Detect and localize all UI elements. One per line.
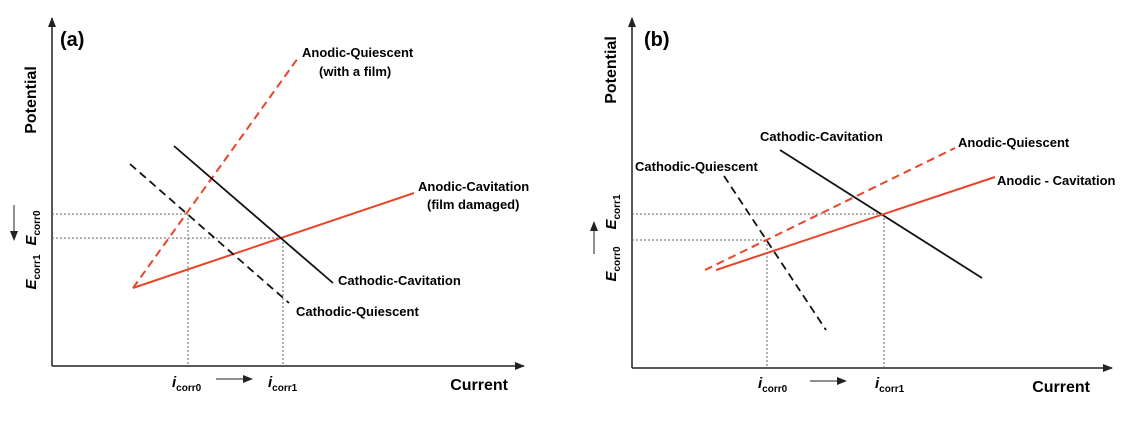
- panel-a-cathodic-quiescent-label: Cathodic-Quiescent: [296, 304, 419, 319]
- panel-b-label: (b): [644, 29, 670, 51]
- panel-a: (a) Potential Current Anodic-Quiescent (…: [10, 17, 529, 394]
- panel-a-x-axis-label: Current: [450, 377, 508, 394]
- panel-a-anodic-cavitation-label: Anodic-Cavitation: [418, 179, 529, 194]
- panel-a-icorr0-label: icorr0: [172, 374, 202, 394]
- panel-b-icorr0-label: icorr0: [758, 375, 788, 395]
- panel-b-anodic-cavitation-label: Anodic - Cavitation: [997, 173, 1116, 188]
- panel-a-cathodic-cavitation-label: Cathodic-Cavitation: [338, 273, 461, 288]
- panel-b-anodic-cavitation-line: [715, 176, 996, 271]
- panel-b-cathodic-cavitation-label: Cathodic-Cavitation: [760, 129, 883, 144]
- panel-b-ecorr1-label: Ecorr1: [603, 194, 623, 229]
- panel-a-label: (a): [60, 29, 84, 51]
- panel-b-y-axis-label: Potential: [603, 36, 620, 104]
- panel-a-cathodic-cavitation-line: [173, 145, 334, 284]
- panel-a-anodic-cavitation-line: [132, 192, 415, 289]
- panel-b: (b) Potential Current Cathodic-Cavitatio…: [590, 17, 1116, 396]
- panel-b-anodic-quiescent-line: [704, 147, 956, 271]
- panel-a-ecorr0-label: Ecorr0: [23, 210, 43, 245]
- panel-a-anodic-quiescent-sublabel: (with a film): [319, 64, 391, 79]
- panel-a-anodic-quiescent-line: [132, 57, 299, 289]
- panel-a-cathodic-quiescent-line: [129, 163, 290, 304]
- panel-a-anodic-quiescent-label: Anodic-Quiescent: [302, 45, 414, 60]
- panel-b-cathodic-quiescent-line: [723, 175, 827, 331]
- panel-b-ecorr0-label: Ecorr0: [603, 246, 623, 281]
- panel-b-anodic-quiescent-label: Anodic-Quiescent: [958, 135, 1070, 150]
- panel-b-icorr1-label: icorr1: [875, 375, 905, 395]
- panel-b-cathodic-quiescent-label: Cathodic-Quiescent: [635, 159, 758, 174]
- panel-a-anodic-cavitation-sublabel: (film damaged): [427, 197, 519, 212]
- panel-a-icorr1-label: icorr1: [268, 374, 298, 394]
- panel-a-ecorr1-label: Ecorr1: [23, 254, 43, 289]
- panel-a-y-axis-label: Potential: [23, 66, 40, 134]
- panel-b-x-axis-label: Current: [1032, 379, 1090, 396]
